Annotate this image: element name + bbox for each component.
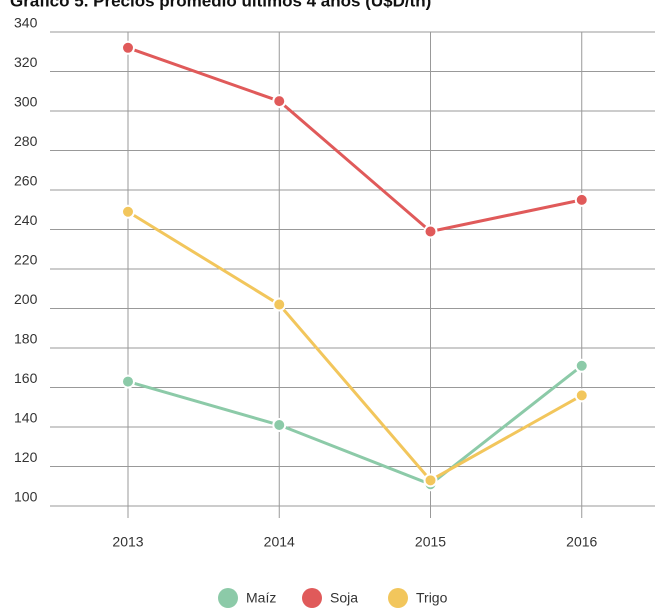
series-line	[127, 364, 583, 486]
y-tick-label: 280	[14, 133, 38, 149]
legend-swatch	[388, 588, 408, 608]
legend-swatch	[302, 588, 322, 608]
data-point	[121, 374, 135, 389]
y-tick-label: 120	[14, 449, 38, 465]
x-tick-label: 2015	[415, 534, 446, 550]
x-tick-label: 2016	[566, 534, 597, 550]
y-tick-label: 100	[14, 489, 38, 505]
y-tick-label: 300	[14, 94, 38, 110]
data-point	[121, 40, 135, 55]
data-point	[574, 388, 589, 403]
y-tick-label: 180	[14, 331, 38, 347]
data-point	[423, 473, 438, 488]
data-point	[121, 204, 135, 219]
data-point	[272, 418, 287, 433]
y-tick-label: 240	[14, 212, 38, 228]
series-line	[127, 210, 583, 483]
x-tick-label: 2013	[112, 534, 143, 550]
legend-label: Trigo	[416, 590, 448, 606]
y-tick-label: 160	[14, 370, 38, 386]
data-point	[272, 94, 287, 109]
chart-title: Gráfico 5. Precios promedio últimos 4 añ…	[10, 0, 431, 10]
legend-label: Soja	[330, 590, 358, 606]
legend-swatch	[218, 588, 238, 608]
y-tick-label: 220	[14, 252, 38, 268]
y-tick-label: 320	[14, 54, 38, 70]
series-line	[127, 46, 583, 234]
data-point	[574, 192, 589, 207]
legend-label: Maíz	[246, 590, 276, 606]
y-tick-label: 140	[14, 410, 38, 426]
data-point	[574, 358, 589, 373]
y-tick-label: 340	[14, 15, 38, 31]
x-tick-label: 2014	[264, 534, 295, 550]
data-point	[423, 224, 438, 239]
y-tick-label: 200	[14, 291, 38, 307]
data-point	[272, 297, 287, 312]
y-tick-label: 260	[14, 173, 38, 189]
